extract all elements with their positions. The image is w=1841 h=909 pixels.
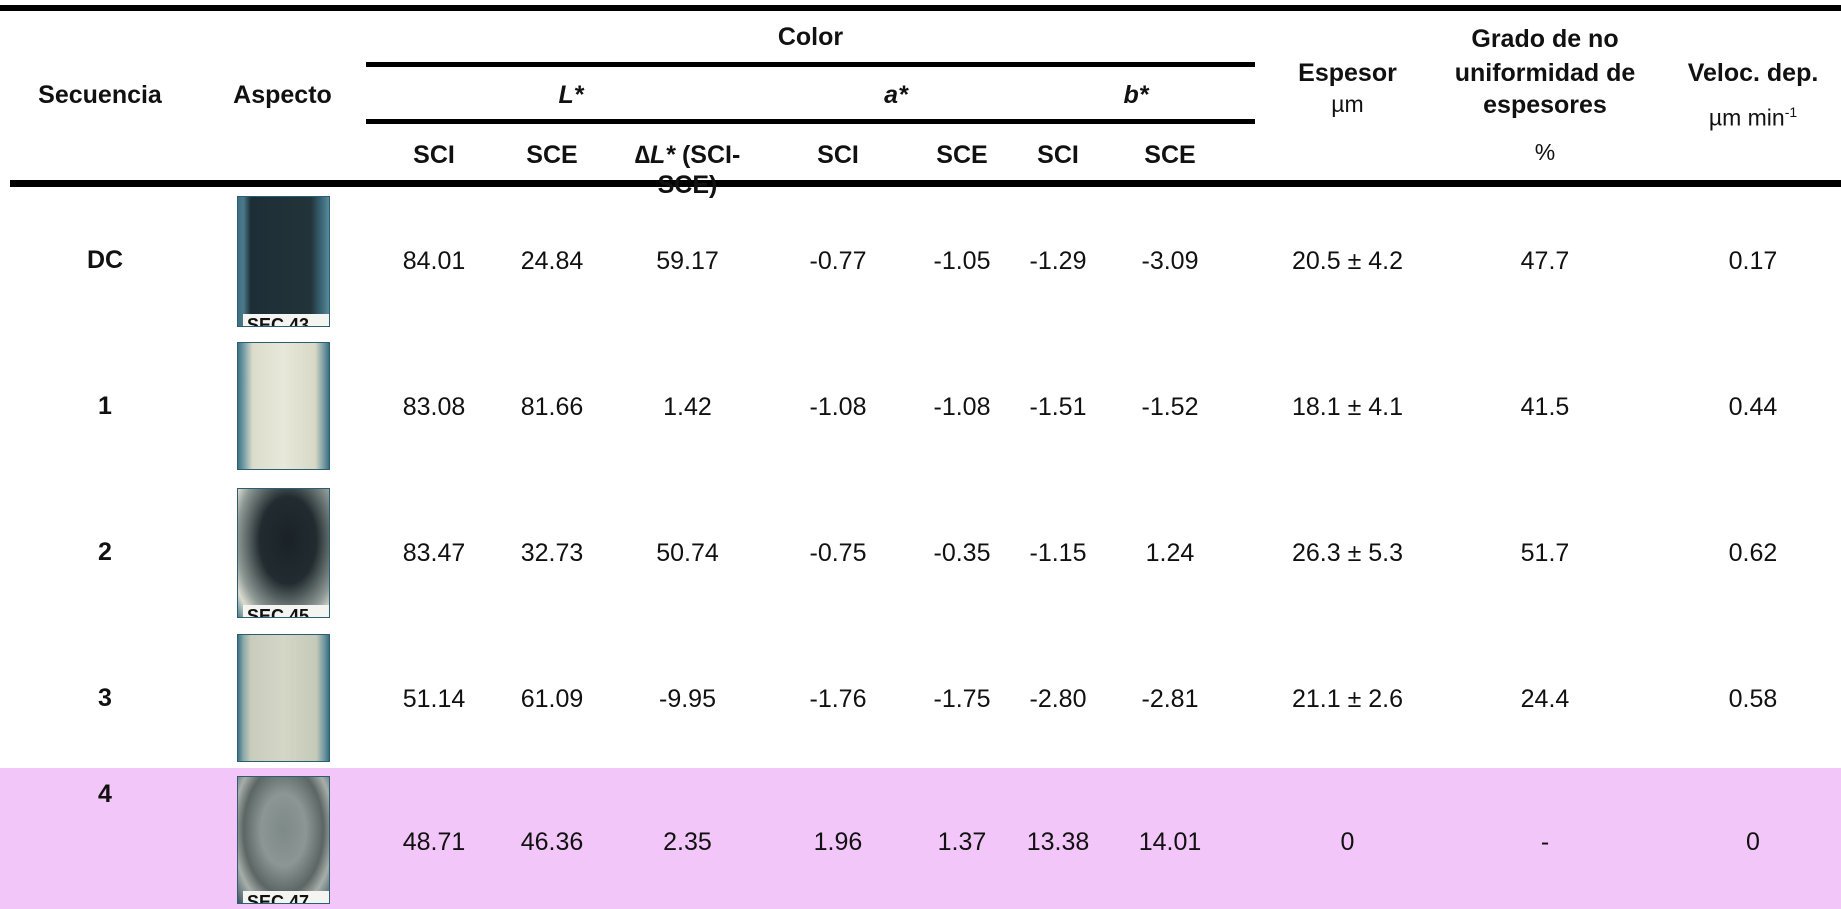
cell-L-sce: 32.73 [520, 539, 584, 567]
cell-a-sci: -1.08 [809, 393, 867, 421]
cell-b-sci: -2.80 [1029, 685, 1087, 713]
cell-L-sci: 83.47 [402, 539, 466, 567]
header-grado-line2: uniformidad de [1454, 59, 1636, 87]
cell-veloc: 0.44 [1728, 393, 1778, 421]
cell-a-sce: -1.08 [933, 393, 991, 421]
cell-b-sce: -3.09 [1141, 247, 1199, 275]
header-espesor-unit: µm [1331, 91, 1364, 117]
color-group-rule [366, 62, 1255, 67]
cell-L-sce: 24.84 [520, 247, 584, 275]
lab-group-rule [366, 119, 1255, 124]
subheader-b-sce: SCE [1144, 141, 1196, 169]
cell-b-sci: -1.29 [1029, 247, 1087, 275]
cell-b-sce: -1.52 [1141, 393, 1199, 421]
cell-veloc: 0.17 [1728, 247, 1778, 275]
sample-tag-2: SEC 45 [243, 605, 329, 617]
sample-photo-3 [237, 634, 330, 762]
cell-grado: - [1540, 828, 1550, 856]
subheader-L-sce: SCE [526, 141, 578, 169]
header-bottom-rule [10, 180, 1841, 187]
row-label-3: 3 [98, 684, 112, 712]
cell-b-sci: 13.38 [1026, 828, 1090, 856]
cell-dL: 59.17 [656, 247, 719, 275]
sample-photo-1 [237, 342, 330, 470]
cell-dL: -9.95 [659, 685, 716, 713]
header-secuencia: Secuencia [38, 81, 162, 109]
cell-veloc: 0 [1746, 828, 1760, 856]
cell-a-sci: -1.76 [809, 685, 867, 713]
header-color: Color [777, 23, 844, 51]
subheader-a-sci: SCI [817, 141, 859, 169]
header-a: a* [884, 81, 908, 109]
sample-photo-dc: SEC 43 [237, 196, 330, 327]
cell-L-sce: 81.66 [520, 393, 584, 421]
header-L: L* [558, 81, 584, 109]
sample-tag-4: SEC 47 [243, 891, 329, 903]
cell-grado: 41.5 [1520, 393, 1570, 421]
cell-a-sce: -0.35 [933, 539, 991, 567]
sample-photo-2: SEC 45 [237, 488, 330, 618]
subheader-b-sci: SCI [1037, 141, 1079, 169]
subheader-L-sci: SCI [413, 141, 455, 169]
cell-grado: 24.4 [1520, 685, 1570, 713]
row-label-2: 2 [98, 538, 112, 566]
cell-a-sci: -0.75 [809, 539, 867, 567]
header-b: b* [1123, 81, 1149, 109]
cell-veloc: 0.58 [1728, 685, 1778, 713]
cell-L-sci: 84.01 [402, 247, 466, 275]
cell-espesor: 20.5 ± 4.2 [1291, 247, 1404, 275]
cell-dL: 2.35 [663, 828, 712, 856]
cell-L-sci: 48.71 [402, 828, 466, 856]
cell-espesor: 0 [1340, 828, 1355, 856]
cell-espesor: 18.1 ± 4.1 [1291, 393, 1404, 421]
cell-L-sci: 83.08 [402, 393, 466, 421]
row-label-dc: DC [86, 246, 124, 274]
header-veloc: Veloc. dep. [1687, 59, 1819, 87]
cell-a-sci: -0.77 [809, 247, 867, 275]
cell-dL: 50.74 [656, 539, 719, 567]
cell-b-sci: -1.51 [1029, 393, 1087, 421]
cell-a-sci: 1.96 [813, 828, 863, 856]
cell-espesor: 26.3 ± 5.3 [1291, 539, 1404, 567]
cell-b-sce: -2.81 [1141, 685, 1199, 713]
cell-dL: 1.42 [663, 393, 712, 421]
subheader-dL: ∆L* (SCI-SCE) [634, 141, 741, 199]
cell-a-sce: 1.37 [937, 828, 987, 856]
header-grado-unit: % [1534, 139, 1556, 165]
cell-b-sce: 1.24 [1145, 539, 1195, 567]
header-veloc-unit: µm min-1 [1708, 104, 1798, 131]
cell-b-sci: -1.15 [1029, 539, 1087, 567]
header-grado-line1: Grado de no [1471, 25, 1619, 53]
sample-tag-dc: SEC 43 [243, 314, 329, 326]
cell-L-sce: 46.36 [520, 828, 584, 856]
cell-espesor: 21.1 ± 2.6 [1291, 685, 1404, 713]
header-aspecto: Aspecto [233, 81, 332, 109]
sample-photo-4: SEC 47 [237, 776, 330, 904]
header-espesor: Espesor [1298, 59, 1397, 87]
cell-veloc: 0.62 [1728, 539, 1778, 567]
cell-grado: 47.7 [1520, 247, 1570, 275]
cell-L-sci: 51.14 [402, 685, 466, 713]
table-top-rule [0, 5, 1841, 11]
cell-a-sce: -1.75 [933, 685, 991, 713]
cell-L-sce: 61.09 [520, 685, 584, 713]
header-grado-line3: espesores [1483, 91, 1607, 119]
cell-a-sce: -1.05 [933, 247, 991, 275]
row-label-4: 4 [98, 780, 112, 808]
row-label-1: 1 [98, 392, 112, 420]
cell-b-sce: 14.01 [1138, 828, 1202, 856]
cell-grado: 51.7 [1520, 539, 1570, 567]
header-veloc-exponent: -1 [1784, 104, 1798, 120]
subheader-a-sce: SCE [936, 141, 988, 169]
